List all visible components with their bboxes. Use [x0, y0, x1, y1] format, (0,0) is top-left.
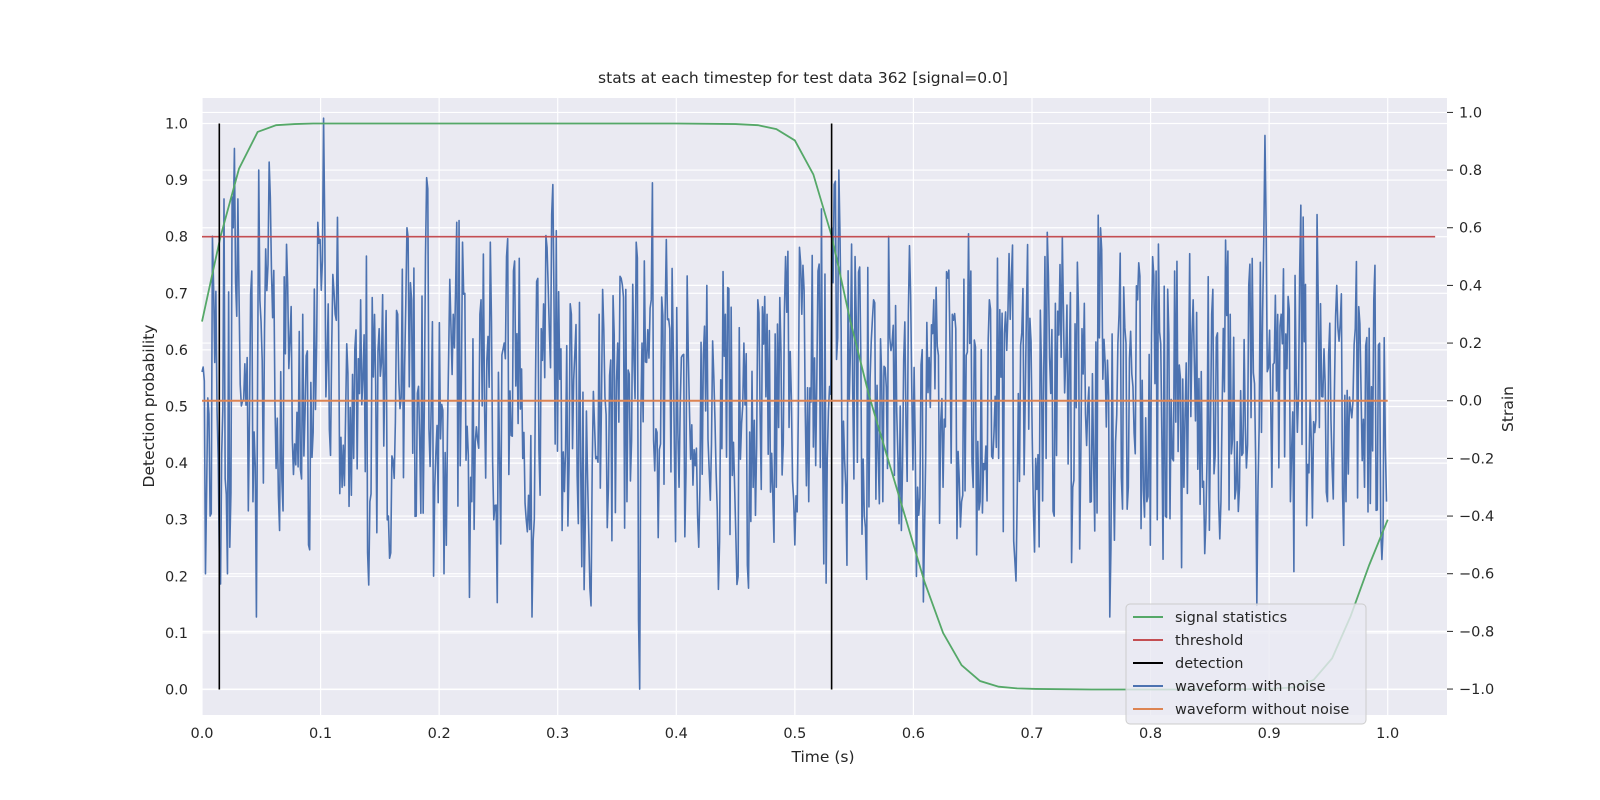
x-tick-label: 0.5 — [783, 726, 806, 742]
y2-tick-label: 0.6 — [1459, 221, 1482, 237]
y-tick-label: 0.7 — [165, 286, 188, 302]
legend-label-waveform-without-noise: waveform without noise — [1175, 702, 1349, 718]
y2-tick-label: −1.0 — [1459, 682, 1494, 698]
y-tick-label: 0.5 — [165, 400, 188, 416]
x-tick-label: 0.1 — [309, 726, 332, 742]
y-tick-label: 0.8 — [165, 230, 188, 246]
x-tick-label: 0.9 — [1258, 726, 1281, 742]
x-tick-label: 0.7 — [1020, 726, 1043, 742]
y-tick-label: 0.9 — [165, 173, 188, 189]
x-tick-label: 0.2 — [428, 726, 451, 742]
ticks: 0.0 0.1 0.2 0.3 0.4 0.5 0.6 0.7 0.8 0.9 1.0 0.0 0.1 0… — [165, 105, 1494, 742]
x-tick-label: 0.4 — [665, 726, 688, 742]
y2-tick-label: 0.0 — [1459, 394, 1482, 410]
y2-tick-label: −0.8 — [1459, 624, 1494, 640]
legend-label-waveform-with-noise: waveform with noise — [1175, 679, 1326, 695]
y2-tick-label: −0.6 — [1459, 567, 1494, 583]
y2-tick-label: −0.2 — [1459, 451, 1494, 467]
y-axis-label: Detection probability — [140, 325, 158, 488]
x-tick-label: 0.0 — [190, 726, 213, 742]
y2-tick-label: 0.8 — [1459, 163, 1482, 179]
y-tick-label: 1.0 — [165, 116, 188, 132]
y2-tick-label: 1.0 — [1459, 105, 1482, 121]
y-tick-label: 0.6 — [165, 343, 188, 359]
series-waveform-with-noise — [201, 117, 1388, 690]
legend-frame — [1125, 603, 1367, 725]
x-axis-label: Time (s) — [790, 748, 854, 766]
legend-label-detection: detection — [1175, 656, 1243, 672]
y2-axis-label: Strain — [1499, 386, 1517, 432]
legend-label-threshold: threshold — [1175, 633, 1243, 649]
y-tick-label: 0.0 — [165, 683, 188, 699]
y-tick-label: 0.2 — [165, 569, 188, 585]
legend: signal statistics threshold detection wa… — [1125, 603, 1367, 725]
y-tick-label: 0.1 — [165, 626, 188, 642]
chart-title: stats at each timestep for test data 362… — [598, 69, 1008, 87]
y-tick-label: 0.3 — [165, 513, 188, 529]
y2-tick-label: −0.4 — [1459, 509, 1494, 525]
y-tick-label: 0.4 — [165, 456, 188, 472]
x-tick-label: 0.8 — [1139, 726, 1162, 742]
x-tick-label: 0.6 — [902, 726, 925, 742]
x-tick-label: 0.3 — [546, 726, 569, 742]
y2-tick-label: 0.4 — [1459, 278, 1482, 294]
x-tick-label: 1.0 — [1376, 726, 1399, 742]
y2-tick-label: 0.2 — [1459, 336, 1482, 352]
legend-label-signal-statistics: signal statistics — [1175, 610, 1287, 626]
